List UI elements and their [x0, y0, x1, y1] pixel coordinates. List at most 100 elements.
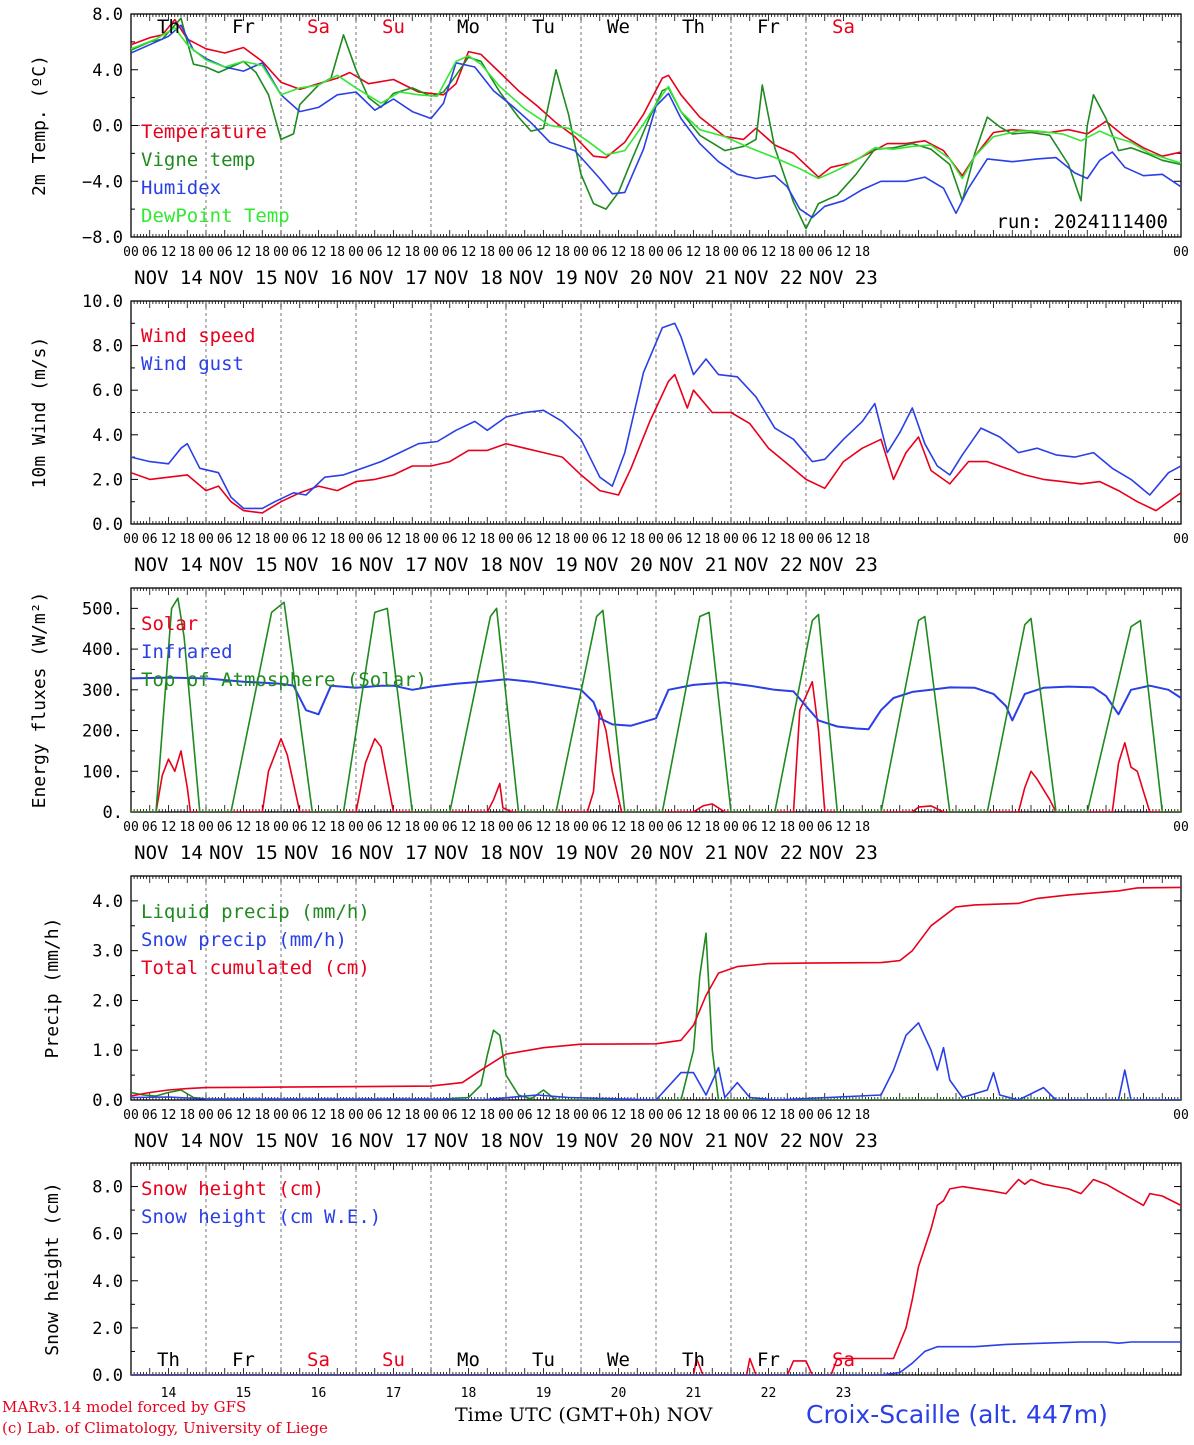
date-label: NOV 17: [359, 267, 428, 289]
series-line-wind-gust: [131, 322, 1181, 510]
date-label: NOV 17: [359, 842, 428, 864]
hour-tick-label: 12: [461, 820, 477, 835]
hour-tick-label: 18: [704, 245, 720, 260]
hour-tick-label: 12: [611, 820, 627, 835]
hour-tick-label: 06: [442, 820, 458, 835]
date-label: NOV 23: [809, 842, 878, 864]
hour-tick-label: 18: [479, 245, 495, 260]
y-tick-label: 4.0: [92, 61, 123, 81]
hour-tick-label: 00: [198, 820, 214, 835]
hour-tick-label: 00: [498, 820, 514, 835]
hour-tick-label: 12: [311, 820, 327, 835]
day-name-label: Fr: [232, 16, 255, 38]
hour-tick-label: 18: [629, 532, 645, 547]
hour-tick-label: 12: [836, 245, 852, 260]
hour-tick-label: 00: [648, 532, 664, 547]
hour-tick-label: 06: [667, 1108, 683, 1123]
series-line-temperature: [131, 18, 1181, 178]
y-tick-label: 2.0: [92, 991, 123, 1011]
hour-tick-label: 18: [179, 532, 195, 547]
hour-tick-label: 12: [836, 532, 852, 547]
date-label: NOV 20: [584, 1130, 653, 1152]
hour-tick-label: 00: [723, 532, 739, 547]
series-group: [131, 597, 1181, 812]
hour-tick-label: 12: [311, 532, 327, 547]
hour-tick-label: 18: [704, 532, 720, 547]
legend-entry: Vigne temp: [141, 149, 255, 171]
hour-tick-label: 18: [254, 245, 270, 260]
hour-tick-label: 00: [573, 245, 589, 260]
hour-tick-label: 06: [292, 245, 308, 260]
legend-entry: Snow height (cm): [141, 1178, 324, 1200]
hour-tick-label: 00: [1173, 820, 1189, 835]
hour-tick-label: 00: [423, 532, 439, 547]
date-label: NOV 20: [584, 842, 653, 864]
hour-tick-label: 06: [442, 245, 458, 260]
hour-tick-label: 06: [142, 1108, 158, 1123]
hour-tick-label: 00: [1173, 1108, 1189, 1123]
hour-tick-label: 12: [686, 245, 702, 260]
hour-tick-label: 00: [1173, 532, 1189, 547]
hour-tick-label: 18: [479, 532, 495, 547]
day-name-label: Fr: [757, 1349, 780, 1371]
legend-entry: Temperature: [141, 121, 267, 143]
date-label: NOV 23: [809, 554, 878, 576]
date-label: NOV 21: [659, 842, 728, 864]
hour-tick-label: 18: [854, 820, 870, 835]
hour-tick-label: 18: [404, 532, 420, 547]
day-name-label: Mo: [457, 1349, 480, 1371]
lab-credit: (c) Lab. of Climatology, University of L…: [2, 1419, 328, 1437]
hour-tick-label: 00: [273, 820, 289, 835]
legend-entry: Liquid precip (mm/h): [141, 901, 370, 923]
hour-tick-label: 12: [236, 245, 252, 260]
hour-tick-label: 12: [761, 532, 777, 547]
hour-tick-label: 12: [611, 1108, 627, 1123]
hour-tick-label: 06: [592, 532, 608, 547]
y-tick-label: 4.0: [92, 892, 123, 912]
hour-tick-label: 06: [592, 1108, 608, 1123]
date-label: NOV 14: [134, 267, 203, 289]
series-line-top-of-atmosphere-solar-: [131, 597, 1181, 812]
date-label: NOV 17: [359, 554, 428, 576]
date-label: NOV 23: [809, 1130, 878, 1152]
day-name-label: Su: [382, 16, 405, 38]
panel-snow: 8.0 6.0 4.0 2.0 0.0 Snow height (cm) Snow heig…: [42, 1162, 1182, 1401]
series-line-snow-height-cm-w-e-: [131, 1341, 1181, 1375]
hour-tick-label: 18: [629, 1108, 645, 1123]
hour-tick-label: 00: [798, 245, 814, 260]
series-line-solar: [131, 680, 1181, 812]
hour-tick-label: 12: [236, 1108, 252, 1123]
hour-tick-label: 00: [273, 245, 289, 260]
hour-tick-label: 18: [179, 245, 195, 260]
hour-tick-label: 18: [779, 1108, 795, 1123]
panel-wind: 10.0 8.0 6.0 4.0 2.0 0.0 10m Wind (m/s) Wind sp…: [29, 292, 1189, 576]
y-tick-label: 8.0: [92, 5, 123, 25]
hour-tick-label: 18: [404, 245, 420, 260]
hour-tick-label: 12: [611, 532, 627, 547]
hour-tick-label: 12: [836, 1108, 852, 1123]
hour-tick-label: 18: [479, 820, 495, 835]
y-tick-label: −4.0: [82, 172, 123, 192]
hour-tick-label: 18: [404, 820, 420, 835]
hour-tick-label: 06: [142, 820, 158, 835]
hour-tick-label: 00: [123, 245, 139, 260]
date-label: NOV 18: [434, 1130, 503, 1152]
y-tick-label: 0.0: [92, 117, 123, 137]
hour-tick-label: 00: [123, 1108, 139, 1123]
hour-tick-label: 12: [461, 1108, 477, 1123]
hour-tick-label: 06: [517, 532, 533, 547]
y-tick-label: 500.: [82, 599, 123, 619]
hour-tick-label: 00: [798, 820, 814, 835]
y-tick-label: 2.0: [92, 470, 123, 490]
hour-tick-label: 12: [686, 1108, 702, 1123]
hour-tick-label: 00: [798, 1108, 814, 1123]
hour-tick-label: 06: [442, 1108, 458, 1123]
day-number-label: 19: [536, 1386, 552, 1401]
hour-tick-label: 12: [161, 820, 177, 835]
legend-entry: Wind speed: [141, 325, 255, 347]
model-credit: MARv3.14 model forced by GFS: [2, 1398, 247, 1416]
hour-tick-label: 18: [554, 820, 570, 835]
date-label: NOV 16: [284, 267, 353, 289]
day-name-label: Fr: [757, 16, 780, 38]
